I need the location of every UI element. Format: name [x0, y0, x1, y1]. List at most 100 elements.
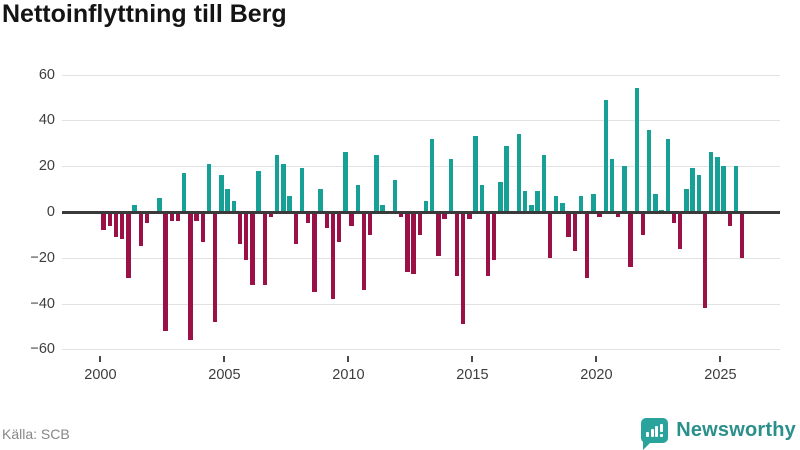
bar-2017-Q4[interactable] — [541, 154, 547, 212]
bar-2012-Q2[interactable] — [405, 212, 410, 272]
bar-2015-Q3[interactable] — [485, 212, 491, 277]
bar-2011-Q2[interactable] — [380, 205, 385, 212]
bar-2021-Q2[interactable] — [628, 212, 633, 267]
bar-2003-Q4[interactable] — [194, 212, 199, 222]
bar-2025-Q2[interactable] — [727, 212, 733, 226]
bar-2013-Q2[interactable] — [429, 138, 435, 212]
bar-2021-Q3[interactable] — [634, 88, 640, 212]
bar-2010-Q3[interactable] — [361, 212, 367, 290]
bar-2013-Q4[interactable] — [442, 212, 447, 219]
bar-2004-Q3[interactable] — [212, 212, 218, 322]
bar-2017-Q2[interactable] — [529, 205, 534, 212]
bar-2007-Q3[interactable] — [287, 195, 292, 212]
bar-2002-Q3[interactable] — [163, 212, 168, 332]
bar-2025-Q1[interactable] — [721, 166, 726, 212]
bar-2011-Q1[interactable] — [374, 154, 379, 212]
bar-2004-Q4[interactable] — [219, 175, 224, 212]
bar-2013-Q3[interactable] — [436, 212, 441, 256]
bar-2019-Q2[interactable] — [578, 195, 584, 212]
bar-2014-Q3[interactable] — [460, 212, 466, 325]
bar-2000-Q3[interactable] — [113, 212, 119, 238]
bar-2014-Q1[interactable] — [448, 159, 454, 212]
bar-2010-Q2[interactable] — [355, 184, 361, 212]
bar-2005-Q3[interactable] — [237, 212, 243, 245]
bar-2012-Q1[interactable] — [398, 212, 404, 217]
bar-2004-Q2[interactable] — [206, 163, 212, 212]
bar-2005-Q4[interactable] — [243, 212, 249, 261]
bar-2000-Q4[interactable] — [119, 212, 125, 240]
bar-2023-Q3[interactable] — [684, 189, 689, 212]
bar-2001-Q2[interactable] — [132, 205, 137, 212]
bar-2015-Q4[interactable] — [491, 212, 497, 261]
bar-2005-Q2[interactable] — [231, 200, 237, 212]
bar-2013-Q1[interactable] — [423, 200, 429, 212]
bar-2020-Q3[interactable] — [609, 159, 615, 212]
bar-2014-Q4[interactable] — [467, 212, 472, 219]
bar-2017-Q1[interactable] — [522, 191, 528, 212]
bar-2006-Q3[interactable] — [262, 212, 268, 286]
newsworthy-logo[interactable]: Newsworthy — [641, 412, 796, 450]
bar-2004-Q1[interactable] — [200, 212, 206, 242]
bar-2022-Q1[interactable] — [646, 129, 652, 212]
bar-2002-Q2[interactable] — [157, 198, 162, 212]
bar-2016-Q4[interactable] — [516, 134, 522, 212]
bar-2000-Q1[interactable] — [101, 212, 106, 231]
bar-2018-Q1[interactable] — [547, 212, 553, 258]
bar-2021-Q1[interactable] — [622, 166, 627, 212]
bar-2022-Q2[interactable] — [653, 193, 658, 212]
bar-2017-Q3[interactable] — [535, 191, 540, 212]
bar-2021-Q4[interactable] — [640, 212, 646, 235]
bar-2003-Q3[interactable] — [188, 212, 193, 341]
bar-2020-Q2[interactable] — [603, 99, 609, 212]
bar-2015-Q2[interactable] — [479, 184, 485, 212]
bar-2023-Q1[interactable] — [671, 212, 677, 224]
bar-2001-Q3[interactable] — [138, 212, 144, 247]
bar-2020-Q1[interactable] — [597, 212, 602, 217]
bar-2019-Q1[interactable] — [572, 212, 578, 251]
bar-2011-Q4[interactable] — [392, 179, 398, 212]
bar-2010-Q1[interactable] — [349, 212, 354, 226]
bar-2003-Q2[interactable] — [181, 173, 187, 212]
bar-2015-Q1[interactable] — [473, 136, 478, 212]
bar-2024-Q1[interactable] — [696, 175, 702, 212]
bar-2010-Q4[interactable] — [367, 212, 373, 235]
bar-2012-Q4[interactable] — [417, 212, 423, 235]
bar-2016-Q2[interactable] — [504, 145, 509, 212]
bar-2009-Q3[interactable] — [336, 212, 342, 242]
bar-2005-Q1[interactable] — [225, 189, 230, 212]
bar-2008-Q3[interactable] — [312, 212, 317, 293]
bar-2023-Q2[interactable] — [677, 212, 683, 249]
bar-2020-Q4[interactable] — [615, 212, 621, 217]
bar-2002-Q4[interactable] — [169, 212, 175, 222]
bar-2022-Q4[interactable] — [665, 138, 671, 212]
bar-2012-Q3[interactable] — [411, 212, 416, 274]
bar-2009-Q4[interactable] — [343, 152, 348, 212]
bar-2018-Q3[interactable] — [560, 202, 565, 212]
bar-2019-Q4[interactable] — [591, 193, 596, 212]
bar-2007-Q2[interactable] — [281, 163, 286, 212]
bar-2006-Q2[interactable] — [256, 170, 261, 212]
bar-2008-Q4[interactable] — [318, 189, 323, 212]
bar-2024-Q3[interactable] — [708, 152, 714, 212]
bar-2024-Q2[interactable] — [702, 212, 708, 309]
bar-2025-Q4[interactable] — [739, 212, 745, 258]
bar-2006-Q1[interactable] — [250, 212, 255, 286]
bar-2023-Q4[interactable] — [690, 168, 695, 212]
bar-2014-Q2[interactable] — [454, 212, 460, 277]
bar-2003-Q1[interactable] — [175, 212, 181, 222]
bar-2001-Q1[interactable] — [126, 212, 131, 279]
bar-2018-Q2[interactable] — [553, 195, 559, 212]
bar-2025-Q3[interactable] — [733, 166, 739, 212]
bar-2007-Q4[interactable] — [293, 212, 299, 245]
bar-2016-Q1[interactable] — [498, 182, 503, 212]
bar-2024-Q4[interactable] — [715, 157, 720, 212]
bar-2008-Q2[interactable] — [305, 212, 311, 224]
bar-2018-Q4[interactable] — [566, 212, 571, 238]
bar-2009-Q1[interactable] — [324, 212, 330, 229]
bar-2001-Q4[interactable] — [144, 212, 150, 224]
bar-2008-Q1[interactable] — [299, 168, 305, 212]
bar-2006-Q4[interactable] — [268, 212, 274, 217]
bar-2007-Q1[interactable] — [274, 154, 280, 212]
bar-2009-Q2[interactable] — [330, 212, 336, 300]
bar-2000-Q2[interactable] — [107, 212, 113, 226]
